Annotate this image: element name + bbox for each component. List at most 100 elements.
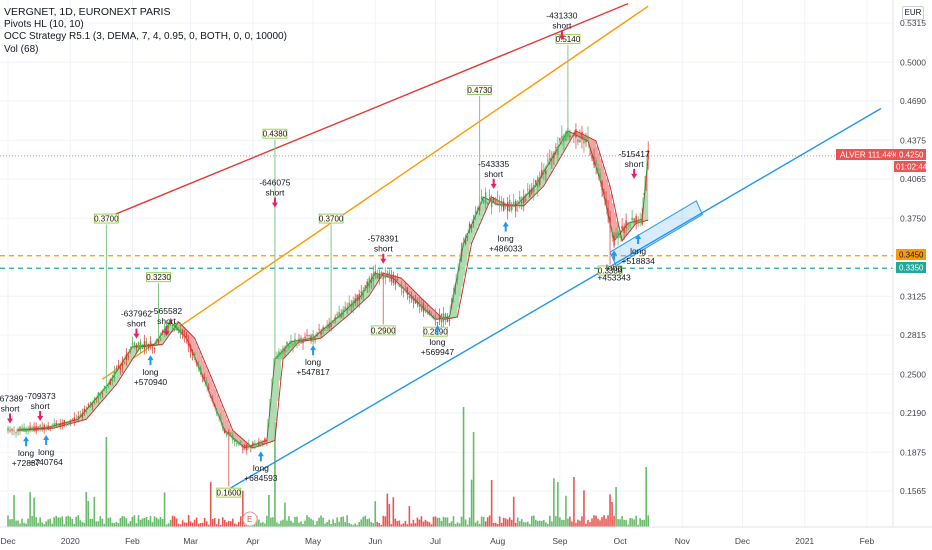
ribbon-segment bbox=[264, 439, 267, 445]
candle-body bbox=[603, 192, 605, 195]
ribbon-segment bbox=[529, 188, 532, 199]
volume-bar bbox=[37, 522, 39, 527]
consolidation-box-shape[interactable] bbox=[609, 200, 703, 267]
candle-body bbox=[145, 341, 148, 348]
volume-bar bbox=[516, 517, 519, 527]
volume-bar bbox=[113, 523, 116, 527]
candle-body bbox=[374, 271, 376, 274]
volume-bar bbox=[352, 524, 354, 527]
indicator-occ-strategy[interactable]: OCC Strategy R5.1 (3, DEMA, 7, 4, 0.95, … bbox=[4, 31, 287, 42]
countdown-tag-bg bbox=[894, 161, 926, 172]
time-tick-label: Jun bbox=[368, 536, 382, 546]
candle-body bbox=[55, 422, 57, 425]
candle-body bbox=[462, 244, 465, 246]
candle-body bbox=[549, 158, 551, 160]
candle-body bbox=[306, 334, 308, 336]
volume-bar bbox=[137, 515, 140, 527]
grid bbox=[0, 0, 893, 527]
price-axis[interactable]: 0.5315 0.5000 0.4690 0.4375 0.4065 0.3750 0.31… bbox=[892, 0, 926, 527]
consolidation-box[interactable] bbox=[609, 200, 703, 267]
ribbon-segment bbox=[108, 380, 111, 393]
ribbon-segment bbox=[583, 134, 586, 141]
indicator-pivots[interactable]: Pivots HL (10, 10) bbox=[4, 18, 84, 30]
earnings-marker[interactable]: E bbox=[242, 511, 258, 527]
ribbon-segment bbox=[419, 297, 422, 307]
ribbon-segment bbox=[325, 325, 328, 335]
ribbon-segment bbox=[216, 394, 219, 417]
volume-bar bbox=[109, 517, 112, 527]
volume-bar bbox=[111, 522, 114, 527]
volume-bar bbox=[63, 524, 66, 527]
volume-bar bbox=[466, 524, 469, 527]
long-arrow-icon bbox=[611, 250, 618, 261]
volume-bar bbox=[211, 518, 214, 527]
candle-body bbox=[248, 443, 250, 446]
candle-body bbox=[244, 445, 246, 449]
volume-bar bbox=[597, 518, 599, 527]
volume-bar bbox=[396, 521, 399, 527]
volume-bar bbox=[231, 518, 234, 527]
ribbon-segment bbox=[184, 329, 187, 340]
volume-bar bbox=[518, 521, 521, 527]
volume-bar bbox=[7, 515, 9, 527]
ribbon-segment bbox=[80, 413, 83, 422]
volume-bar bbox=[270, 517, 272, 527]
candle-body bbox=[388, 272, 391, 277]
channel-red[interactable] bbox=[102, 3, 629, 221]
short-arrow-icon bbox=[631, 168, 638, 179]
ribbon-segment bbox=[353, 300, 356, 310]
ribbon-segment bbox=[170, 322, 173, 332]
volume-bar bbox=[609, 494, 611, 527]
candle-body bbox=[444, 313, 447, 319]
candle-body bbox=[79, 414, 81, 416]
ribbon-segment bbox=[236, 434, 239, 444]
ribbon-segment bbox=[50, 425, 53, 430]
volume-bar bbox=[440, 520, 443, 527]
time-tick-label: Feb bbox=[860, 536, 875, 546]
signal-label: +72837 bbox=[12, 458, 41, 468]
indicator-volume[interactable]: Vol (68) bbox=[4, 43, 39, 55]
volume-bar bbox=[67, 515, 70, 527]
volume-bar bbox=[157, 519, 160, 527]
candle-body bbox=[480, 196, 483, 200]
candle-body bbox=[609, 216, 611, 228]
volume-bar bbox=[372, 523, 375, 527]
ribbon-segment bbox=[16, 428, 19, 432]
signal-label: +740764 bbox=[29, 457, 63, 467]
time-axis[interactable]: Dec 2020 Feb Mar Apr May Jun Jul Aug Sep Oct Nov Dec… bbox=[0, 526, 932, 546]
candle-body bbox=[173, 322, 176, 327]
ribbon-segment bbox=[638, 219, 641, 224]
volume-bar bbox=[571, 521, 573, 527]
volume-bar bbox=[587, 519, 589, 527]
candle-body bbox=[398, 285, 401, 287]
long-arrow-icon bbox=[257, 451, 264, 462]
ribbon-segment bbox=[421, 299, 424, 309]
trendline-blue[interactable] bbox=[230, 107, 882, 489]
candle-body bbox=[488, 197, 491, 201]
ribbon-segment bbox=[128, 348, 131, 364]
volume-bar bbox=[244, 524, 246, 527]
candle-body bbox=[541, 169, 543, 177]
volume-bar bbox=[482, 516, 485, 527]
volume-bar bbox=[468, 517, 471, 527]
candle-body bbox=[559, 138, 561, 141]
candle-body bbox=[143, 341, 146, 349]
volume-bar bbox=[348, 523, 350, 527]
currency-button[interactable]: EUR bbox=[902, 6, 924, 20]
volume-bar bbox=[633, 519, 635, 527]
pivot-label: 0.2890 bbox=[423, 328, 448, 337]
volume-bar bbox=[326, 522, 328, 527]
channel-orange[interactable] bbox=[101, 5, 649, 380]
ribbon-segment bbox=[276, 353, 279, 401]
ribbon-segment bbox=[100, 390, 103, 402]
ribbon-segment bbox=[200, 355, 203, 377]
volume-bar bbox=[131, 516, 134, 527]
trend-lines[interactable] bbox=[101, 3, 882, 489]
volume-bar bbox=[320, 515, 322, 527]
ribbon-segment bbox=[182, 326, 185, 338]
candle-body bbox=[264, 438, 266, 443]
ribbon-segment bbox=[602, 165, 605, 197]
ribbon-segment bbox=[533, 184, 536, 195]
earnings-icon[interactable] bbox=[242, 511, 258, 527]
